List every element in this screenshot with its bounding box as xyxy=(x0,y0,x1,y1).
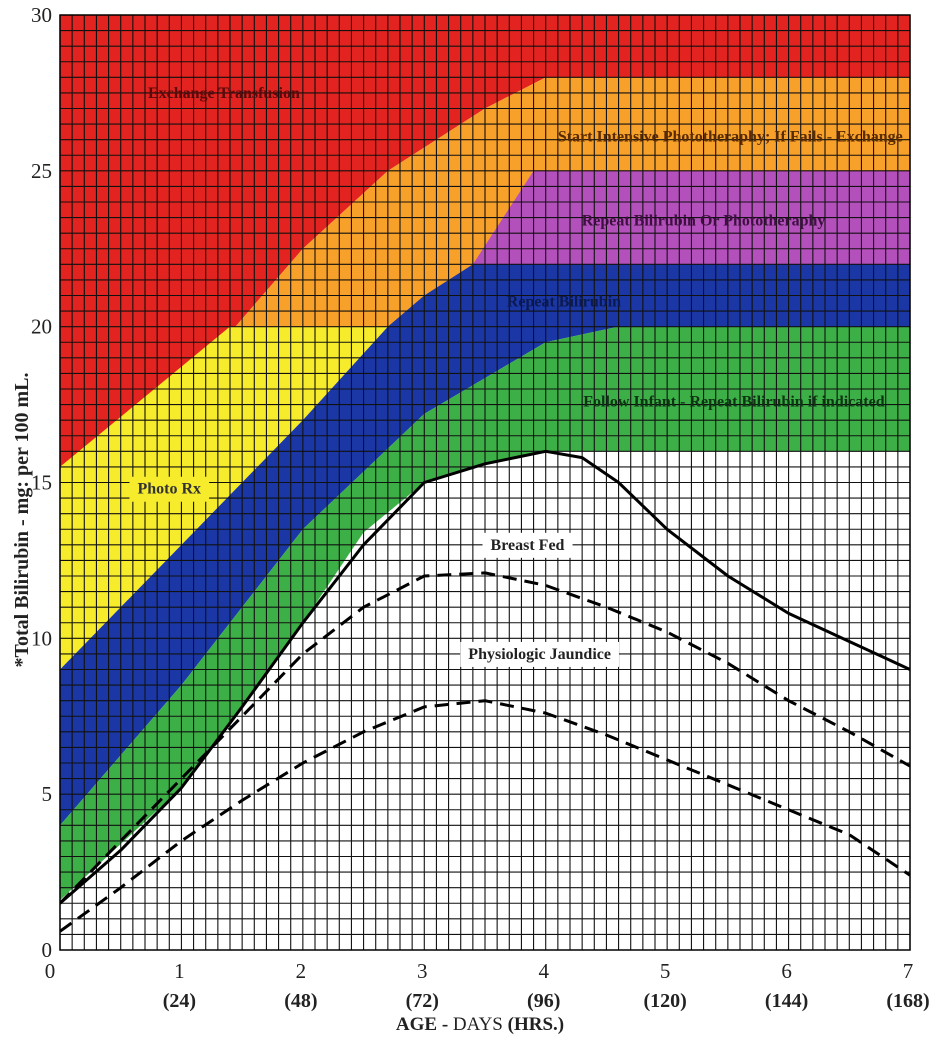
grid-layer xyxy=(59,14,911,951)
zone-label-1: Exchange Transfusion xyxy=(148,85,300,102)
zone-1 xyxy=(60,15,910,467)
y-axis-title: *Total Bilirubin - mg: per 100 mL. xyxy=(11,372,33,667)
zone-label-2: Start Intensive Phototheraphy; If Fails … xyxy=(558,129,903,146)
x-tick-label-0: 0 xyxy=(45,959,56,983)
zone-label-bg-7 xyxy=(482,532,573,558)
zone-label-text-3: Repeat Bilirubin Or Phototheraphy xyxy=(582,213,826,230)
series-line-2 xyxy=(60,571,910,905)
zone-label-bg-8 xyxy=(460,641,619,667)
zone-label-text-6: Photo Rx xyxy=(138,481,202,498)
x-tick-hrs-6: (144) xyxy=(765,990,808,1012)
y-tick-label-5: 5 xyxy=(42,782,53,806)
series-line-3 xyxy=(60,699,910,933)
x-tick-hrs-5: (120) xyxy=(643,990,686,1012)
zone-label-6: Photo Rx xyxy=(129,476,210,502)
y-tick-label-30: 30 xyxy=(31,3,52,27)
x-tick-day-3: 3 xyxy=(417,959,428,983)
y-axis-title-text: *Total Bilirubin - mg: per 100 mL. xyxy=(11,372,33,667)
y-tick-label-10: 10 xyxy=(31,626,52,650)
x-tick-hrs-4: (96) xyxy=(527,990,560,1012)
y-tick-label-15: 15 xyxy=(31,471,52,495)
x-tick-day-2: 2 xyxy=(296,959,307,983)
x-axis-title-part-2: - xyxy=(437,1014,453,1035)
zone-label-bg-6 xyxy=(129,476,210,502)
zone-label-4: Repeat Bilirubin xyxy=(507,294,621,311)
x-tick-hrs-3: (72) xyxy=(406,990,439,1012)
labels-layer: Exchange Transfusion Start Intensive Phot… xyxy=(129,85,903,667)
series-line-1 xyxy=(60,449,910,905)
y-tick-label-0: 0 xyxy=(42,938,53,962)
x-axis-title-part-1: AGE xyxy=(395,1014,438,1035)
x-tick-day-6: 6 xyxy=(781,959,792,983)
zone-label-5: Follow Infant - Repeat Bilirubin if indi… xyxy=(583,393,884,410)
zone-label-8: Physiologic Jaundice xyxy=(460,641,619,667)
y-tick-label-25: 25 xyxy=(31,159,52,183)
zone-label-text-8: Physiologic Jaundice xyxy=(468,646,611,663)
series-layer xyxy=(60,449,910,933)
zone-label-text-1: Exchange Transfusion xyxy=(148,85,300,102)
x-axis-title-part-3: DAYS xyxy=(452,1014,503,1035)
plot-frame xyxy=(59,14,911,951)
zone-label-7: Breast Fed xyxy=(482,532,573,558)
x-tick-hrs-7: (168) xyxy=(886,990,929,1012)
x-axis-title: AGE - DAYS (HRS.) xyxy=(300,1014,660,1036)
x-axis-title-part-4: (HRS.) xyxy=(502,1014,565,1035)
x-tick-hrs-1: (24) xyxy=(163,990,196,1012)
x-tick-day-7: 7 xyxy=(903,959,914,983)
x-tick-day-1: 1 xyxy=(174,959,185,983)
x-tick-hrs-2: (48) xyxy=(284,990,317,1012)
zone-label-3: Repeat Bilirubin Or Phototheraphy xyxy=(582,213,826,230)
x-tick-day-4: 4 xyxy=(538,959,549,983)
axes-layer: 0 5 10 15 20 25 30 0 1 (24) 2 (48) 3 (72) 4 (96) 5 (120) 6… xyxy=(31,3,930,1012)
zone-label-text-5: Follow Infant - Repeat Bilirubin if indi… xyxy=(583,393,884,410)
zone-label-text-7: Breast Fed xyxy=(491,537,565,554)
x-tick-day-5: 5 xyxy=(660,959,671,983)
zone-label-text-2: Start Intensive Phototheraphy; If Fails … xyxy=(558,129,903,146)
y-tick-label-20: 20 xyxy=(31,315,52,339)
zone-label-text-4: Repeat Bilirubin xyxy=(507,294,621,311)
